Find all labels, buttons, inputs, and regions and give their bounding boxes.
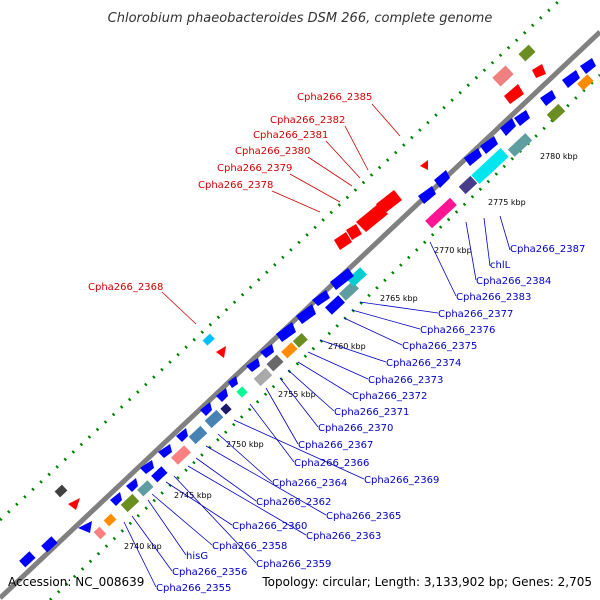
gene-label: Cpha266_2356 [172,567,247,578]
gene-label: Cpha266_2375 [402,341,477,352]
gene-feature [137,480,154,497]
tick-label: 2775 kbp [488,198,526,207]
tick-label: 2770 kbp [434,246,472,255]
gene-feature [103,513,117,527]
gene-feature [220,403,232,415]
gene-feature [188,425,208,445]
lower-leaders [123,215,511,588]
gene-feature [471,147,509,185]
gene-label: hisG [186,551,208,562]
gene-feature [171,445,191,465]
gene-feature [151,466,168,483]
tick-label: 2780 kbp [540,152,578,161]
gene-feature [518,44,536,62]
gene-label: Cpha266_2363 [306,531,381,542]
gene-label: Cpha266_2377 [438,309,513,320]
gene-label: chlL [490,260,511,271]
gene-feature [93,526,107,540]
gene-label: Cpha266_2362 [256,497,331,508]
gene-feature [425,197,457,229]
gene-label: Cpha266_2367 [298,440,373,451]
gene-feature [253,367,273,387]
gene-label: Cpha266_2379 [217,163,292,174]
gene-feature [492,65,514,87]
tick-label: 2760 kbp [328,342,366,351]
gene-label: Cpha266_2372 [352,391,427,402]
genome-summary: Topology: circular; Length: 3,133,902 bp… [261,575,592,589]
gene-feature [68,498,80,510]
gene-feature [120,493,140,513]
gene-label: Cpha266_2380 [235,146,310,157]
gene-feature [19,551,36,568]
gene-label: Cpha266_2376 [420,325,495,336]
gene-label: Cpha266_2360 [232,521,307,532]
gene-feature [507,133,533,157]
tick-label: 2750 kbp [226,440,264,449]
gene-label: Cpha266_2359 [256,559,331,570]
upper-leaders [161,103,401,325]
gene-feature [532,64,546,78]
scale-ticks: 2740 kbp 2745 kbp 2750 kbp 2755 kbp 2760… [124,152,578,551]
map-title: Chlorobium phaeobacteroides DSM 266, com… [108,11,493,26]
gene-label: Cpha266_2382 [270,115,345,126]
gene-label: Cpha266_2370 [318,423,393,434]
gene-feature [266,354,284,372]
gene-feature [504,84,524,104]
gene-label: Cpha266_2387 [510,244,585,255]
gene-label: Cpha266_2374 [386,358,461,369]
accession-text: Accession: NC_008639 [8,575,144,589]
gene-label: Cpha266_2365 [326,511,401,522]
gene-feature [325,295,345,315]
gene-label: Cpha266_2384 [476,276,551,287]
gene-label: Cpha266_2355 [156,583,231,594]
gene-label: Cpha266_2381 [253,130,328,141]
tick-label: 2740 kbp [124,542,162,551]
reverse-genes [54,44,546,510]
upper-gene-labels: Cpha266_2385 Cpha266_2382 Cpha266_2381 C… [88,92,372,293]
forward-arrows [110,58,596,506]
gene-feature [54,484,68,498]
gene-feature [458,175,478,195]
gene-feature [376,190,402,214]
guide-dots-outer [0,0,562,522]
gene-feature [334,232,352,250]
gene-label: Cpha266_2364 [272,478,347,489]
tick-label: 2755 kbp [278,390,316,399]
gene-feature [204,409,224,429]
gene-feature [347,267,367,287]
lower-gene-labels: Cpha266_2387 chlL Cpha266_2384 Cpha266_2… [156,244,585,594]
gene-label: Cpha266_2371 [334,407,409,418]
forward-genes [19,74,594,568]
gene-label: Cpha266_2358 [212,541,287,552]
gene-feature [346,224,362,240]
gene-label: Cpha266_2378 [198,180,273,191]
gene-feature [41,536,58,553]
gene-label: Cpha266_2373 [368,375,443,386]
gene-label: Cpha266_2383 [456,292,531,303]
gene-feature [292,332,308,348]
gene-feature [420,160,428,170]
gene-feature [78,521,92,533]
gene-label: Cpha266_2385 [297,92,372,103]
gene-label: Cpha266_2368 [88,282,163,293]
tick-label: 2765 kbp [380,294,418,303]
gene-feature [202,333,215,346]
gene-label: Cpha266_2369 [364,475,439,486]
gene-label: Cpha266_2366 [294,458,369,469]
gene-feature [216,346,226,358]
gene-feature [577,74,594,91]
gene-feature [236,386,248,398]
gene-feature [281,342,298,359]
gene-feature [356,204,388,232]
gene-feature [546,103,566,123]
